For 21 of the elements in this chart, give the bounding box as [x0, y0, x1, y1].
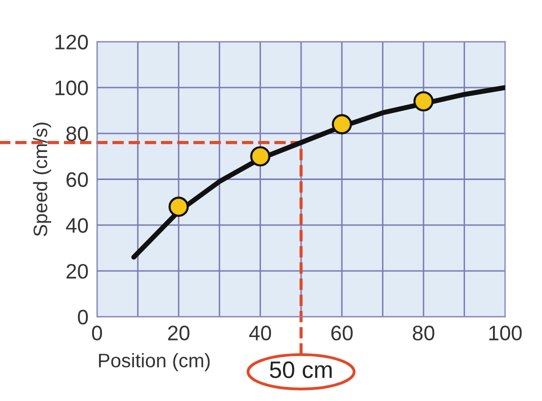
y-tick-label: 0	[78, 310, 88, 325]
point	[250, 146, 270, 166]
y-tick-label: 80	[66, 126, 88, 142]
y-tick-label: 20	[66, 264, 88, 279]
y-tick-label: 100	[56, 80, 88, 96]
line-series	[131, 85, 506, 260]
x-tick-label: 60	[331, 326, 353, 340]
x-tick-label: 0	[92, 326, 102, 340]
y-tick-label: 120	[56, 34, 88, 50]
x-tick-label: 40	[249, 326, 272, 340]
point	[413, 91, 434, 112]
point	[168, 196, 189, 217]
x-axis-title: Position (cm)	[99, 353, 210, 372]
x-tick-label: 80	[412, 326, 434, 340]
x-tick-label: 20	[168, 326, 190, 340]
y-tick-label: 60	[66, 172, 88, 187]
y-tick-label: 40	[66, 218, 88, 233]
point	[332, 114, 352, 134]
y-axis-title: Speed (cm/s)	[33, 122, 52, 236]
x-tick-label: 100	[489, 326, 522, 340]
annotation: 50 cm	[270, 361, 332, 378]
